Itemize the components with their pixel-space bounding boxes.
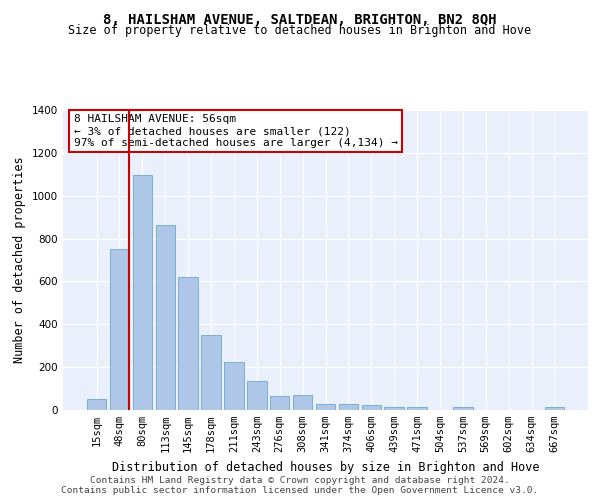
Text: Contains public sector information licensed under the Open Government Licence v3: Contains public sector information licen… (61, 486, 539, 495)
Bar (178, 277, 198, 410)
Bar (133, 176, 152, 410)
Bar (545, 408, 564, 410)
X-axis label: Distribution of detached houses by size in Brighton and Hove: Distribution of detached houses by size … (112, 460, 539, 473)
Text: Size of property relative to detached houses in Brighton and Hove: Size of property relative to detached ho… (68, 24, 532, 37)
Bar (247, 381, 266, 410)
Bar (110, 250, 129, 410)
Text: 8 HAILSHAM AVENUE: 56sqm
← 3% of detached houses are smaller (122)
97% of semi-d: 8 HAILSHAM AVENUE: 56sqm ← 3% of detache… (74, 114, 398, 148)
Bar (202, 335, 221, 410)
Bar (453, 408, 473, 410)
Bar (407, 407, 427, 410)
Y-axis label: Number of detached properties: Number of detached properties (13, 156, 26, 364)
Bar (338, 404, 358, 410)
Bar (155, 224, 175, 410)
Text: 8, HAILSHAM AVENUE, SALTDEAN, BRIGHTON, BN2 8QH: 8, HAILSHAM AVENUE, SALTDEAN, BRIGHTON, … (103, 12, 497, 26)
Bar (293, 395, 313, 410)
Bar (270, 396, 289, 410)
Text: Contains HM Land Registry data © Crown copyright and database right 2024.: Contains HM Land Registry data © Crown c… (90, 476, 510, 485)
Bar (224, 362, 244, 410)
Bar (87, 400, 106, 410)
Bar (362, 406, 381, 410)
Bar (385, 407, 404, 410)
Bar (316, 404, 335, 410)
